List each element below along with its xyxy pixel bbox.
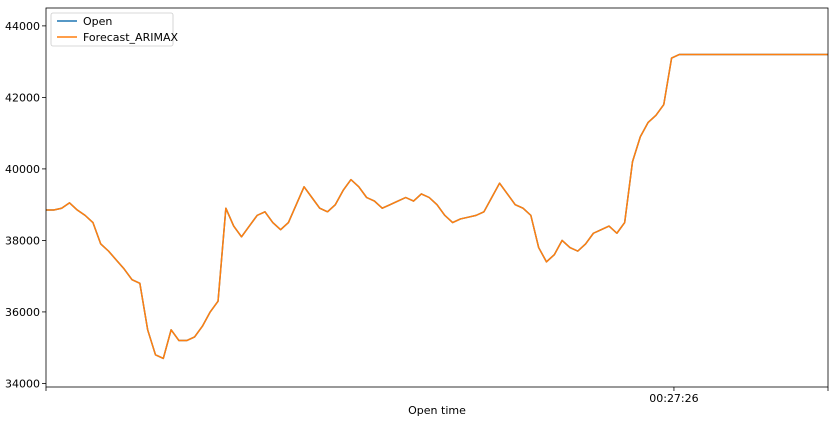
legend: Open Forecast_ARIMAX xyxy=(50,12,178,47)
series-layer xyxy=(46,53,828,360)
y-tick-label: 38000 xyxy=(5,234,40,247)
y-tick-label: 44000 xyxy=(5,20,40,33)
series-line-forecast-arimax xyxy=(46,53,828,360)
x-tick-label: 00:27:26 xyxy=(649,392,698,405)
plot-frame xyxy=(45,7,829,388)
axes-layer: 34000 36000 38000 40000 42000 44000 00:27:26 xyxy=(5,7,829,405)
legend-label-forecast-arimax: Forecast_ARIMAX xyxy=(83,31,178,44)
y-tick-label: 34000 xyxy=(5,377,40,390)
y-tick-label: 36000 xyxy=(5,306,40,319)
y-tick-label: 42000 xyxy=(5,91,40,104)
legend-box xyxy=(50,12,174,47)
legend-label-open: Open xyxy=(83,15,112,28)
plot-background xyxy=(46,8,828,387)
x-axis-label: Open time xyxy=(408,404,466,417)
y-tick-label: 40000 xyxy=(5,163,40,176)
